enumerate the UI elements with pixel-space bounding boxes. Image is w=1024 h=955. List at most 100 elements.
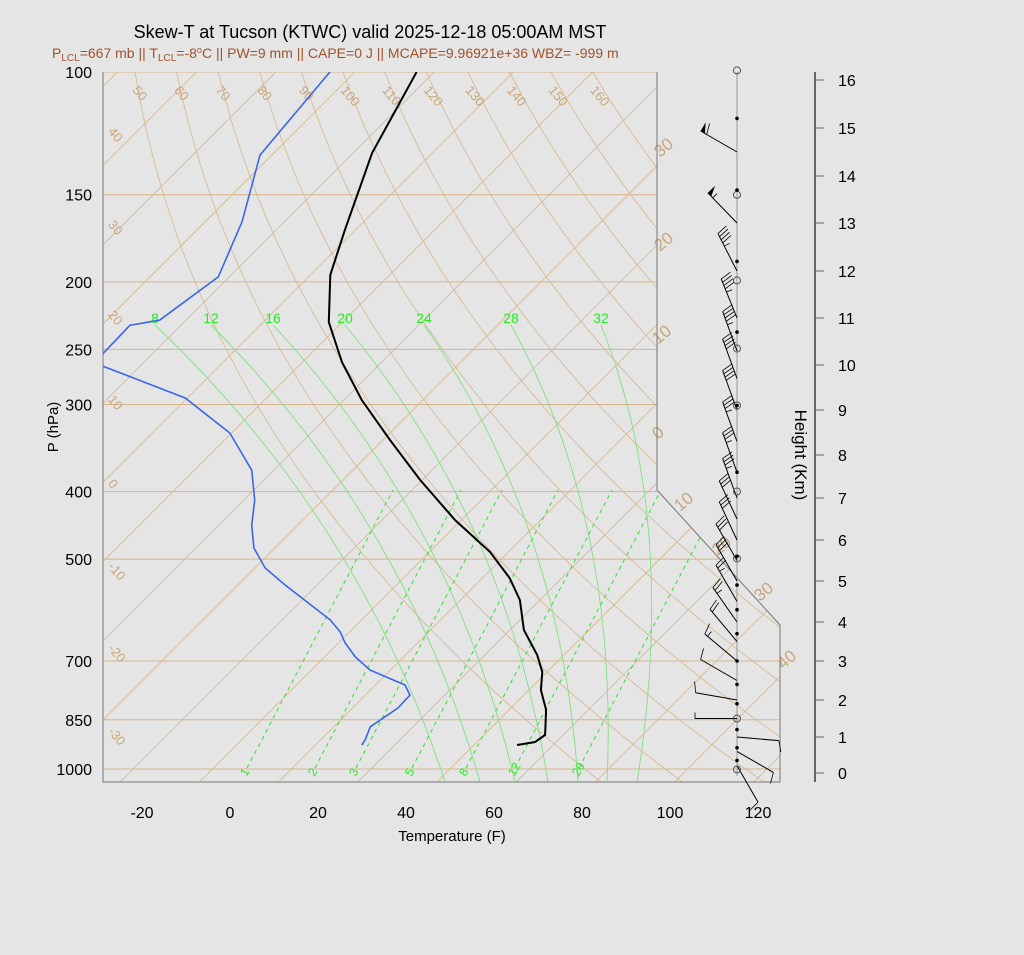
wind-barb-full [722,234,732,244]
wind-barb-full [724,281,735,290]
isotherm [103,72,467,782]
dry-adiabat [509,72,780,782]
isotherm-label: 0 [648,422,667,443]
wind-barb-half [724,242,730,247]
level-dot-marker [735,682,739,687]
temperature-tick-label: -20 [130,805,153,822]
wind-barb-full [704,623,710,635]
wind-barb-staff [715,564,738,602]
wind-barb-full [725,373,736,381]
wind-barb [722,363,738,411]
wind-barb-staff [715,523,738,561]
wind-barb-full [719,542,728,551]
height-tick-label: 2 [838,693,847,710]
height-tick-label: 15 [838,121,856,138]
level-circle-marker [733,765,741,774]
wind-barb-full [723,366,734,375]
temperature-tick-label: 0 [226,805,235,822]
dry-adiabat [467,72,780,782]
level-dot-marker [735,554,739,559]
isotherm [103,72,546,782]
moist-adiabat-label: 16 [265,310,281,326]
wind-barb [712,578,738,623]
isotherm [743,72,780,782]
height-tick-label: 12 [838,264,856,281]
wind-barb-half [726,409,733,413]
moist-adiabat [510,324,609,782]
wind-barb-full [723,335,734,343]
wind-barb-staff [722,370,738,411]
wind-barb-full [717,539,727,548]
grid-lines [103,72,780,782]
wind-barb-full [711,602,720,613]
wind-barb-full [714,581,723,591]
dry-adiabat-label: 110 [379,83,404,109]
wind-barb-full [717,225,727,234]
wind-barb-full [724,338,735,346]
level-dot-marker [735,631,739,636]
wind-barb [700,648,738,681]
height-tick-label: 16 [838,73,856,90]
pressure-tick-label: 400 [65,485,92,502]
pressure-tick-label: 150 [65,188,92,205]
wind-barb-staff [709,609,738,642]
dry-adiabat [384,72,780,782]
isotherm [103,72,625,782]
isotherm-label: 40 [105,124,126,145]
level-circle-marker [733,714,741,723]
isotherm [426,72,780,782]
level-dot-marker [735,470,739,475]
dry-adiabat-label: 100 [338,83,363,109]
wind-barb [722,332,738,379]
wind-barb-half [712,193,718,199]
wind-barb-full [724,311,735,319]
wind-barb-full [721,479,732,488]
level-dot-marker [735,746,739,750]
wind-barb-full [749,801,759,811]
mixing-ratio-line [411,489,559,769]
mixing-ratio-label: 5 [402,765,418,778]
dry-adiabat-label: 60 [171,83,192,104]
height-tick-label: 13 [838,216,856,233]
wind-barb [694,712,737,719]
wind-barb [709,599,738,642]
mixing-ratio-line [355,489,503,769]
pressure-tick-label: 1000 [56,762,92,779]
wind-barb-column [694,66,782,811]
level-dot-marker [735,330,739,334]
wind-barb-staff [736,765,759,803]
mixing-ratio-label: 8 [456,765,472,778]
wind-barb-full [719,228,729,237]
wind-barb-pennant [707,185,716,197]
wind-barb [704,623,738,662]
wind-barb-full [720,476,730,485]
dry-adiabat [301,72,780,782]
wind-barb-full [694,681,697,693]
wind-barb-full [721,500,732,509]
wind-barb-staff [712,587,738,623]
wind-barb-full [722,395,733,403]
wind-barb [722,395,738,442]
wind-barb-staff [736,736,779,742]
mixing-ratio-label: 2 [305,765,321,778]
wind-barb-full [720,497,730,506]
wind-barb [700,122,738,153]
wind-barb-staff [695,692,738,701]
dry-adiabat-label: 80 [254,83,275,104]
dry-adiabat-label: 50 [130,83,151,104]
height-tick-label: 14 [838,169,856,186]
wind-barb [722,304,738,352]
wind-barb-staff [704,633,738,662]
wind-barb [715,515,738,561]
moist-adiabat-label: 32 [593,310,609,326]
wind-barb-full [724,432,735,440]
isotherm [103,72,704,782]
wind-barb [722,425,738,473]
moist-adiabat [600,324,653,782]
moist-adiabat [423,324,579,782]
temperature-tick-label: 80 [573,805,591,822]
mixing-ratio-label: 12 [505,760,524,779]
dry-adiabat-label: 160 [587,83,612,109]
wind-barb-staff [700,130,738,153]
wind-barb-full [717,559,727,569]
